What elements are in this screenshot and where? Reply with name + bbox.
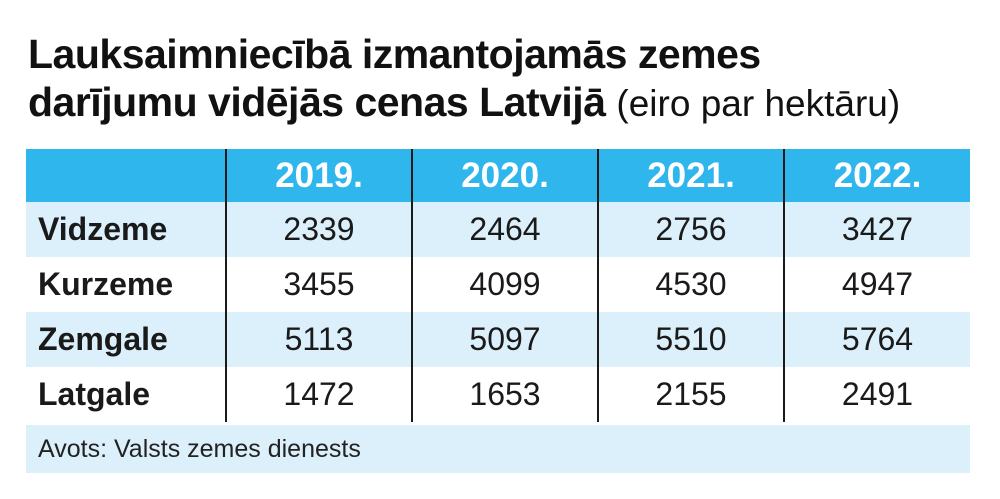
table-cell: 5764	[783, 312, 970, 367]
header-cell-2021: 2021.	[597, 149, 784, 202]
table-cell: 5097	[411, 312, 598, 367]
table-row: Kurzeme 3455 4099 4530 4947	[26, 257, 970, 312]
table-row: Zemgale 5113 5097 5510 5764	[26, 312, 970, 367]
header-row: 2019. 2020. 2021. 2022.	[26, 149, 970, 202]
row-label: Kurzeme	[26, 257, 226, 312]
table-cell: 2756	[597, 202, 784, 257]
table-cell: 5510	[597, 312, 784, 367]
table-cell: 4530	[597, 257, 784, 312]
table-row: Latgale 1472 1653 2155 2491	[26, 367, 970, 422]
title-line-2-text: darījumu vidējās cenas Latvijā	[28, 79, 606, 125]
row-label: Zemgale	[26, 312, 226, 367]
row-label: Latgale	[26, 367, 226, 422]
table-cell: 2491	[783, 367, 970, 422]
header-cell-2019: 2019.	[225, 149, 412, 202]
table-cell: 3427	[783, 202, 970, 257]
chart-title: Lauksaimniecībā izmantojamās zemes darīj…	[28, 30, 988, 128]
title-line-1: Lauksaimniecībā izmantojamās zemes	[28, 31, 761, 77]
table-cell: 5113	[225, 312, 412, 367]
table-cell: 1472	[225, 367, 412, 422]
table-cell: 1653	[411, 367, 598, 422]
row-label: Vidzeme	[26, 202, 226, 257]
table-cell: 2155	[597, 367, 784, 422]
table-cell: 4099	[411, 257, 598, 312]
table-row: Vidzeme 2339 2464 2756 3427	[26, 202, 970, 257]
table-cell: 2339	[225, 202, 412, 257]
header-cell-2022: 2022.	[783, 149, 970, 202]
header-cell-2020: 2020.	[411, 149, 598, 202]
table-cell: 3455	[225, 257, 412, 312]
title-line-2: darījumu vidējās cenas Latvijā (eiro par…	[28, 78, 988, 128]
header-cell-region	[26, 149, 226, 202]
source-note: Avots: Valsts zemes dienests	[26, 425, 970, 473]
price-table: 2019. 2020. 2021. 2022. Vidzeme 2339 246…	[26, 149, 970, 422]
title-unit: (eiro par hektāru)	[616, 83, 901, 124]
table-cell: 4947	[783, 257, 970, 312]
table-cell: 2464	[411, 202, 598, 257]
